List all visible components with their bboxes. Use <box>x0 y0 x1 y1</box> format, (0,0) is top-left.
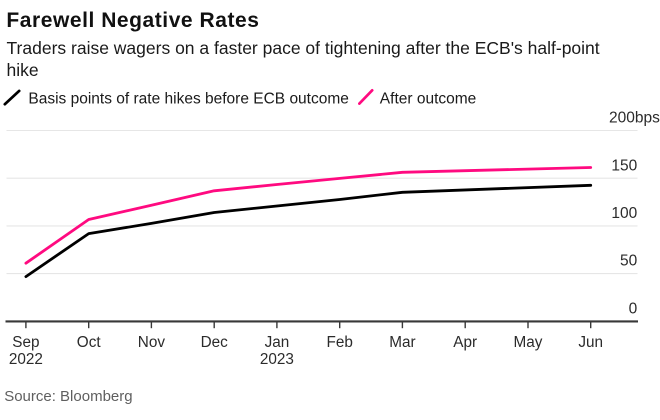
svg-text:200bps: 200bps <box>609 110 660 127</box>
svg-text:50: 50 <box>620 253 638 270</box>
svg-text:Mar: Mar <box>389 334 415 351</box>
svg-text:Jan: Jan <box>265 334 290 351</box>
svg-text:Oct: Oct <box>77 334 102 351</box>
svg-text:2023: 2023 <box>260 351 294 368</box>
svg-text:0: 0 <box>629 300 638 317</box>
svg-text:150: 150 <box>611 157 637 174</box>
svg-text:After outcome: After outcome <box>380 91 477 108</box>
svg-text:Dec: Dec <box>201 334 229 351</box>
svg-text:100: 100 <box>611 205 637 222</box>
svg-text:Nov: Nov <box>138 334 166 351</box>
svg-text:Sep: Sep <box>12 334 39 351</box>
svg-text:Jun: Jun <box>578 334 603 351</box>
svg-text:Basis points of rate hikes bef: Basis points of rate hikes before ECB ou… <box>28 91 349 108</box>
svg-text:May: May <box>514 334 543 351</box>
svg-text:Feb: Feb <box>327 334 353 351</box>
svg-text:2022: 2022 <box>9 351 43 368</box>
svg-text:Apr: Apr <box>453 334 477 351</box>
